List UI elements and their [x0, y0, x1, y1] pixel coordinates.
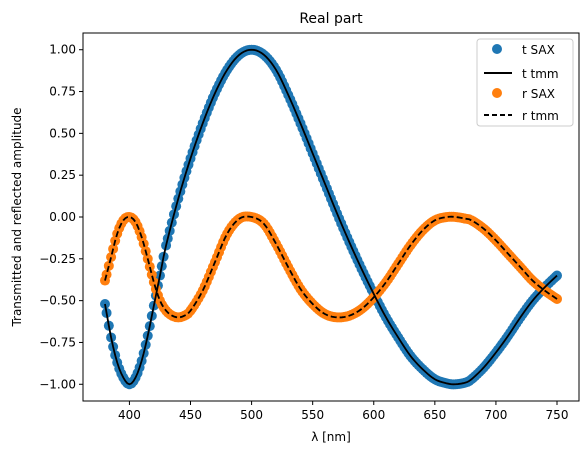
line-r-tmm — [104, 215, 558, 319]
x-tick-label: 700 — [484, 408, 507, 422]
y-tick-label: 0.25 — [49, 168, 76, 182]
x-tick-label: 450 — [179, 408, 202, 422]
y-tick-label: 0.75 — [49, 85, 76, 99]
y-tick-label: −1.00 — [39, 377, 76, 391]
chart-title: Real part — [299, 11, 363, 27]
point-r-sax — [101, 269, 112, 280]
y-tick-label: 0.50 — [49, 126, 76, 140]
plot-frame — [82, 32, 580, 402]
x-tick-label: 550 — [301, 408, 324, 422]
legend-label-t-sax: t SAX — [522, 43, 555, 57]
y-tick-label: 0.00 — [49, 210, 76, 224]
x-tick-label: 750 — [546, 408, 569, 422]
point-r-sax — [146, 269, 157, 280]
legend: t SAX t tmm r SAX r tmm — [476, 38, 574, 127]
y-tick-label: −0.50 — [39, 294, 76, 308]
line-t-tmm — [104, 48, 558, 386]
legend-label-t-tmm: t tmm — [522, 67, 559, 81]
y-tick-label: −0.25 — [39, 252, 76, 266]
point-r-sax — [106, 252, 117, 263]
y-tick-label: 1.00 — [49, 43, 76, 57]
y-axis-label: Transmitted and reflected amplitude — [10, 107, 24, 327]
y-tick-label: −0.75 — [39, 335, 76, 349]
series-layer — [99, 44, 563, 390]
legend-label-r-sax: r SAX — [522, 87, 555, 101]
x-axis-label: λ [nm] — [311, 430, 351, 444]
point-r-sax — [144, 261, 155, 272]
ticks-layer: 400 450 500 550 600 650 700 750 −1.00 −0.75 −0.50 −… — [39, 43, 568, 422]
x-tick-label: 400 — [118, 408, 141, 422]
legend-frame — [476, 38, 574, 127]
x-tick-label: 650 — [423, 408, 446, 422]
legend-label-r-tmm: r tmm — [522, 109, 559, 123]
x-tick-label: 600 — [362, 408, 385, 422]
legend-marker-t-sax — [492, 44, 502, 54]
x-tick-label: 500 — [240, 408, 263, 422]
point-r-sax — [103, 260, 114, 271]
legend-marker-r-sax — [492, 88, 502, 98]
